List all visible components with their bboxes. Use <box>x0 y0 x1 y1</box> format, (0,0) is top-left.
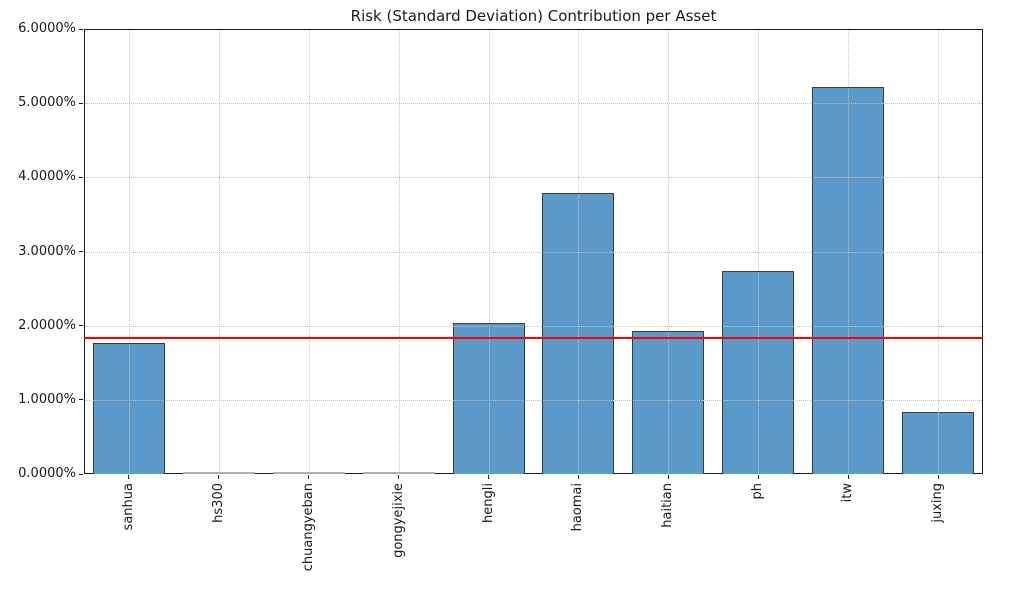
y-tick-mark <box>79 28 83 30</box>
x-axis-label-hengli: hengli <box>480 483 496 523</box>
x-axis-label-juxing: juxing <box>930 483 946 523</box>
y-tick-mark <box>79 176 83 178</box>
x-tick-mark <box>757 475 759 479</box>
x-axis-label-chuangyeban: chuangyeban <box>300 483 316 572</box>
x-axis-label-haomai: haomai <box>570 483 586 532</box>
y-tick-mark <box>79 325 83 327</box>
x-gridline <box>758 30 760 473</box>
y-gridline <box>85 177 982 179</box>
x-axis-label-itw: itw <box>840 483 856 503</box>
y-gridline <box>85 325 982 327</box>
y-tick-label: 6.0000% <box>18 21 76 36</box>
y-tick-label: 4.0000% <box>18 169 76 185</box>
y-gridline <box>85 399 982 401</box>
x-gridline <box>128 30 130 473</box>
x-gridline <box>308 30 310 473</box>
x-tick-mark <box>398 475 400 479</box>
y-tick-label: 3.0000% <box>18 243 76 259</box>
y-tick-mark <box>79 473 83 475</box>
y-tick-label: 0.0000% <box>18 466 76 481</box>
x-tick-mark <box>577 475 579 479</box>
x-axis-label-ph: ph <box>750 483 766 500</box>
x-gridline <box>848 30 850 473</box>
y-tick-mark <box>79 251 83 252</box>
chart-title: Risk (Standard Deviation) Contribution p… <box>350 7 717 25</box>
y-gridline <box>85 103 982 105</box>
x-axis-label-hs300: hs300 <box>210 483 226 523</box>
x-gridline <box>578 30 580 473</box>
y-tick-label: 1.0000% <box>18 391 76 407</box>
y-tick-label: 2.0000% <box>18 317 76 333</box>
x-tick-mark <box>937 475 939 479</box>
x-tick-mark <box>308 475 310 479</box>
x-gridline <box>488 30 490 473</box>
y-gridline <box>85 251 982 253</box>
x-tick-mark <box>488 475 490 479</box>
x-axis-label-haitian: haitian <box>660 483 676 528</box>
x-gridline <box>218 30 220 473</box>
x-gridline <box>938 30 940 473</box>
x-tick-mark <box>128 475 130 479</box>
x-gridline <box>398 30 400 473</box>
x-tick-mark <box>667 475 669 479</box>
y-tick-mark <box>79 399 83 401</box>
x-axis-label-gongyejixie: gongyejixie <box>390 483 406 558</box>
y-tick-mark <box>79 102 83 104</box>
reference-line <box>84 337 983 340</box>
x-axis-label-sanhua: sanhua <box>120 483 136 531</box>
x-gridline <box>668 30 670 473</box>
y-tick-label: 5.0000% <box>18 95 76 111</box>
x-tick-mark <box>847 475 849 479</box>
x-tick-mark <box>218 475 220 479</box>
